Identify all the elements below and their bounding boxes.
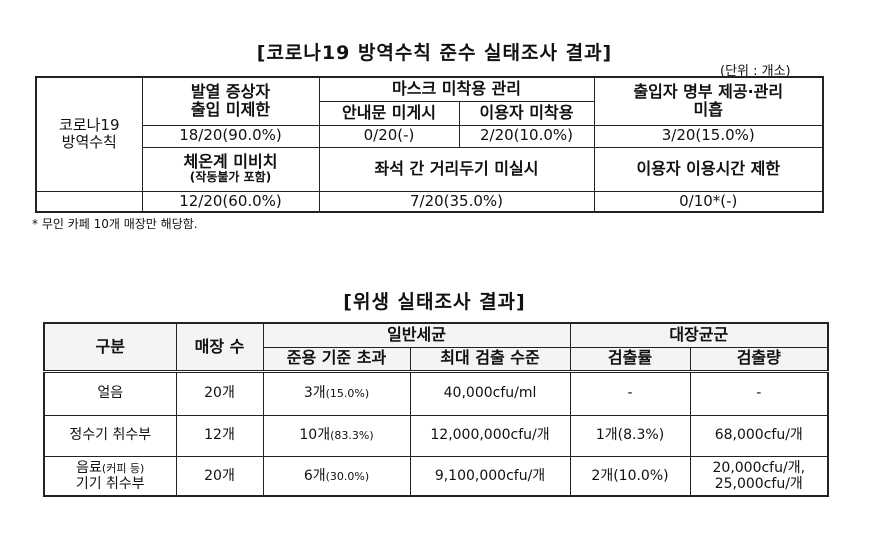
stores-cell: 20개 <box>175 455 264 497</box>
covid-compliance-table: 코로나19 방역수칙 발열 증상자 출입 미제한 마스크 미착용 관리 출입자 … <box>35 76 824 213</box>
category-note: (커피 등) <box>101 461 145 475</box>
distance-value: 7/20(35.0%) <box>318 190 595 213</box>
thermometer-sublabel: (작동불가 포함) <box>189 170 272 185</box>
mask-group-header: 마스크 미착용 관리 <box>318 76 595 102</box>
detection-amount-cell: - <box>689 369 829 416</box>
mask-sign-value: 0/20(-) <box>318 124 460 148</box>
time-limit-value: 0/10*(-) <box>593 190 824 213</box>
stores-header: 매장 수 <box>175 322 264 372</box>
row-label-line1: 코로나19 <box>59 116 120 134</box>
category-cell: 얼음 <box>43 369 177 416</box>
mask-user-value: 2/20(10.0%) <box>458 124 595 148</box>
category-cell: 음료(커피 등) 기기 취수부 <box>43 455 177 497</box>
mask-user-header: 이용자 미착용 <box>458 100 595 126</box>
coliform-header: 대장균군 <box>569 322 829 348</box>
exceed-percent: (15.0%) <box>325 387 370 401</box>
register-line1: 출입자 명부 제공·관리 <box>633 81 784 101</box>
detection-amount-cell: 20,000cfu/개, 25,000cfu/개 <box>689 455 829 497</box>
detection-amount-line2: 25,000cfu/개 <box>714 475 803 492</box>
fever-line1: 발열 증상자 <box>190 81 271 101</box>
exceed-percent: (83.3%) <box>330 429 374 443</box>
table-row: 음료(커피 등) 기기 취수부 20개 6개(30.0%) 9,100,000c… <box>43 455 829 497</box>
category-line2: 기기 취수부 <box>75 475 145 492</box>
thermometer-value: 12/20(60.0%) <box>141 190 320 213</box>
register-value: 3/20(15.0%) <box>593 124 824 148</box>
detection-rate-header: 검출률 <box>569 346 691 372</box>
general-bacteria-header: 일반세균 <box>262 322 571 348</box>
distance-header: 좌석 간 거리두기 미실시 <box>318 146 595 192</box>
max-level-header: 최대 검출 수준 <box>409 346 571 372</box>
category-header: 구분 <box>43 322 177 372</box>
table1-title: [코로나19 방역수칙 준수 실태조사 결과] <box>256 42 613 64</box>
table2-title: [위생 실태조사 결과] <box>343 291 526 313</box>
thermometer-label: 체온계 미비치 <box>183 151 278 171</box>
stores-cell: 12개 <box>175 414 264 457</box>
detection-amount-cell: 68,000cfu/개 <box>689 414 829 457</box>
detection-rate-cell: 2개(10.0%) <box>569 455 691 497</box>
fever-header: 발열 증상자 출입 미제한 <box>141 76 320 126</box>
empty-label-cell <box>35 190 143 213</box>
category-cell: 정수기 취수부 <box>43 414 177 457</box>
mask-sign-header: 안내문 미게시 <box>318 100 460 126</box>
category-main: 음료 <box>76 459 102 476</box>
fever-line2: 출입 미제한 <box>190 100 271 120</box>
max-level-cell: 40,000cfu/ml <box>409 369 571 416</box>
max-level-cell: 9,100,000cfu/개 <box>409 455 571 497</box>
exceed-cell: 6개(30.0%) <box>262 455 411 497</box>
exceed-count: 6개 <box>303 467 326 484</box>
detection-rate-cell: - <box>569 369 691 416</box>
detection-amount-header: 검출량 <box>689 346 829 372</box>
unit-note: (단위 : 개소) <box>720 64 791 79</box>
exceed-count: 3개 <box>303 385 326 402</box>
thermometer-header: 체온계 미비치 (작동불가 포함) <box>141 146 320 192</box>
exceed-cell: 10개(83.3%) <box>262 414 411 457</box>
exceed-count: 10개 <box>299 427 331 444</box>
register-header: 출입자 명부 제공·관리 미흡 <box>593 76 824 126</box>
footnote: * 무인 카페 10개 매장만 해당함. <box>32 217 198 231</box>
stores-cell: 20개 <box>175 369 264 416</box>
exceed-percent: (30.0%) <box>325 469 370 483</box>
detection-amount-line1: 20,000cfu/개, <box>712 459 806 476</box>
exceed-cell: 3개(15.0%) <box>262 369 411 416</box>
row-label-cell: 코로나19 방역수칙 <box>35 76 143 192</box>
exceed-header: 준용 기준 초과 <box>262 346 411 372</box>
table-row: 얼음 20개 3개(15.0%) 40,000cfu/ml - - <box>43 369 829 416</box>
detection-rate-cell: 1개(8.3%) <box>569 414 691 457</box>
fever-value: 18/20(90.0%) <box>141 124 320 148</box>
row-label-line2: 방역수칙 <box>61 133 117 152</box>
max-level-cell: 12,000,000cfu/개 <box>409 414 571 457</box>
hygiene-table: 구분 매장 수 일반세균 대장균군 준용 기준 초과 최대 검출 수준 검출률 … <box>43 322 830 497</box>
table-row: 정수기 취수부 12개 10개(83.3%) 12,000,000cfu/개 1… <box>43 414 829 457</box>
register-line2: 미흡 <box>693 100 723 120</box>
time-limit-header: 이용자 이용시간 제한 <box>593 146 824 192</box>
